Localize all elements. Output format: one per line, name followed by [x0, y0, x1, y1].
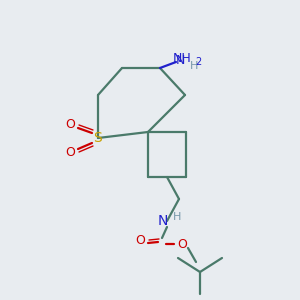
- Text: H: H: [173, 212, 181, 222]
- Text: O: O: [177, 238, 187, 250]
- Text: O: O: [65, 118, 75, 131]
- Text: 2: 2: [195, 57, 201, 67]
- Text: S: S: [94, 131, 102, 145]
- Text: NH: NH: [172, 52, 191, 64]
- Text: O: O: [65, 146, 75, 158]
- Text: O: O: [135, 235, 145, 248]
- Text: N: N: [158, 214, 168, 228]
- Text: H: H: [190, 61, 198, 71]
- Text: N: N: [175, 53, 185, 67]
